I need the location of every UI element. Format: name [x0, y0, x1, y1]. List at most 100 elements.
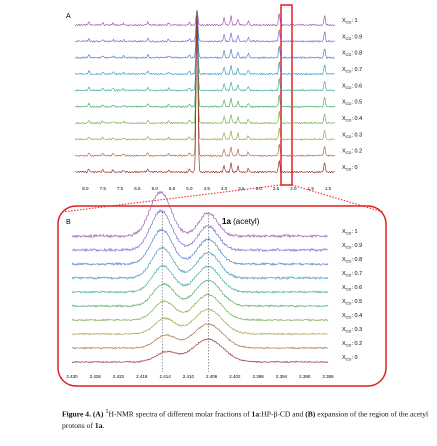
- label-sep: :: [351, 116, 353, 122]
- panel-label: A: [66, 13, 71, 20]
- label-sub: CD: [346, 85, 352, 90]
- label-symbol: X: [342, 327, 346, 333]
- label-value: 1: [354, 18, 357, 24]
- label-value: 0.5: [354, 299, 362, 305]
- spectrum-trace: [74, 15, 335, 174]
- label-sep: :: [351, 327, 353, 333]
- label-sep: :: [351, 355, 353, 361]
- zoom-line: [61, 184, 282, 213]
- label-symbol: X: [342, 51, 346, 57]
- trace-label: XCD: 0.4: [342, 313, 362, 319]
- label-sep: :: [351, 35, 353, 41]
- caption-run: H-NMR spectra of different molar fractio…: [108, 409, 252, 419]
- trace-label: XCD: 0.8: [342, 51, 362, 57]
- trace-label: XCD: 0: [342, 355, 358, 361]
- caption-run: (B): [305, 409, 316, 419]
- label-symbol: X: [342, 100, 346, 106]
- label-sep: :: [351, 133, 353, 139]
- spectrum-trace: [74, 14, 335, 141]
- label-value: 0.6: [354, 84, 362, 90]
- label-sub: CD: [346, 118, 352, 123]
- trace-label: XCD: 0.8: [342, 257, 362, 263]
- label-sub: CD: [346, 36, 352, 41]
- spectrum-trace: [71, 190, 329, 239]
- tick-label: 8.0: [82, 186, 89, 191]
- tick-label: 2.398: [253, 374, 265, 379]
- label-symbol: X: [342, 35, 346, 41]
- tick-label: 4.0: [221, 186, 228, 191]
- label-sep: :: [351, 257, 353, 263]
- trace-label: XCD: 0.5: [342, 100, 362, 106]
- label-sub: CD: [346, 273, 352, 278]
- label-symbol: X: [342, 116, 346, 122]
- spectrum-trace: [71, 323, 329, 350]
- label-value: 0.3: [354, 133, 362, 139]
- label-value: 0: [354, 165, 357, 171]
- trace-label: XCD: 0.3: [342, 327, 362, 333]
- caption-run: 1a: [251, 409, 260, 419]
- label-sub: CD: [346, 301, 352, 306]
- spectrum-trace: [74, 12, 335, 92]
- trace-label: XCD: 0: [342, 165, 358, 171]
- tick-label: 1.5: [308, 186, 315, 191]
- spectrum-trace: [74, 14, 335, 157]
- label-value: 0.7: [354, 271, 362, 277]
- spectrum-trace: [71, 264, 329, 294]
- tick-label: 2.402: [229, 374, 241, 379]
- tick-label: 5.0: [186, 186, 193, 191]
- label-symbol: X: [342, 67, 346, 73]
- spectrum-trace: [71, 293, 329, 322]
- spectrum-trace: [71, 246, 329, 280]
- label-value: 1: [354, 229, 357, 235]
- spectrum-trace: [74, 9, 335, 27]
- label-value: 0.7: [354, 67, 362, 73]
- spectrum-trace: [74, 12, 335, 76]
- label-symbol: X: [342, 313, 346, 319]
- label-sep: :: [351, 51, 353, 57]
- label-sep: :: [351, 229, 353, 235]
- tick-label: 2.430: [66, 374, 78, 379]
- caption-run: (A): [90, 409, 106, 419]
- label-value: 0: [354, 355, 357, 361]
- trace-label: XCD: 0.6: [342, 285, 362, 291]
- trace-label: XCD: 0.5: [342, 299, 362, 305]
- trace-label: XCD: 0.3: [342, 133, 362, 139]
- tick-label: 2.394: [276, 374, 288, 379]
- label-value: 0.6: [354, 285, 362, 291]
- caption-run: 1a: [94, 420, 103, 430]
- tick-label: 2.0: [290, 186, 297, 191]
- spectrum-trace: [71, 338, 329, 364]
- tick-label: 1.0: [325, 186, 332, 191]
- figure: A B 8.0 7.5 7.0 6.5 6.0 5.5 5.0 4.5 4.0 3.5 3.0 2.5…: [57, 4, 387, 387]
- label-sub: CD: [346, 259, 352, 264]
- tick-label: 3.0: [256, 186, 263, 191]
- label-sep: :: [351, 271, 353, 277]
- label-symbol: X: [342, 285, 346, 291]
- label-sep: :: [351, 18, 353, 24]
- tick-label: 2.426: [90, 374, 102, 379]
- label-sub: CD: [346, 167, 352, 172]
- label-sep: :: [351, 299, 353, 305]
- label-symbol: X: [342, 299, 346, 305]
- label-sub: CD: [346, 231, 352, 236]
- caption-run: 1: [105, 408, 109, 415]
- label-symbol: X: [342, 84, 346, 90]
- tick-label: 2.386: [322, 374, 334, 379]
- label-sep: :: [351, 341, 353, 347]
- label-sub: CD: [346, 101, 352, 106]
- label-sub: CD: [346, 245, 352, 250]
- label-value: 0.8: [354, 257, 362, 263]
- caption-run: expansion of the region of the acetyl pr…: [62, 409, 429, 430]
- tick-label: 7.0: [117, 186, 124, 191]
- label-symbol: X: [342, 355, 346, 361]
- zoom-line: [291, 184, 384, 213]
- zoom-box: [280, 4, 293, 186]
- label-value: 0.5: [354, 100, 362, 106]
- label-sub: CD: [346, 69, 352, 74]
- caption: Figure 4. (A) 1H-NMR spectra of differen…: [62, 406, 430, 431]
- label-value: 0.2: [354, 149, 362, 155]
- label-symbol: X: [342, 271, 346, 277]
- label-sep: :: [351, 100, 353, 106]
- label-value: 0.3: [354, 327, 362, 333]
